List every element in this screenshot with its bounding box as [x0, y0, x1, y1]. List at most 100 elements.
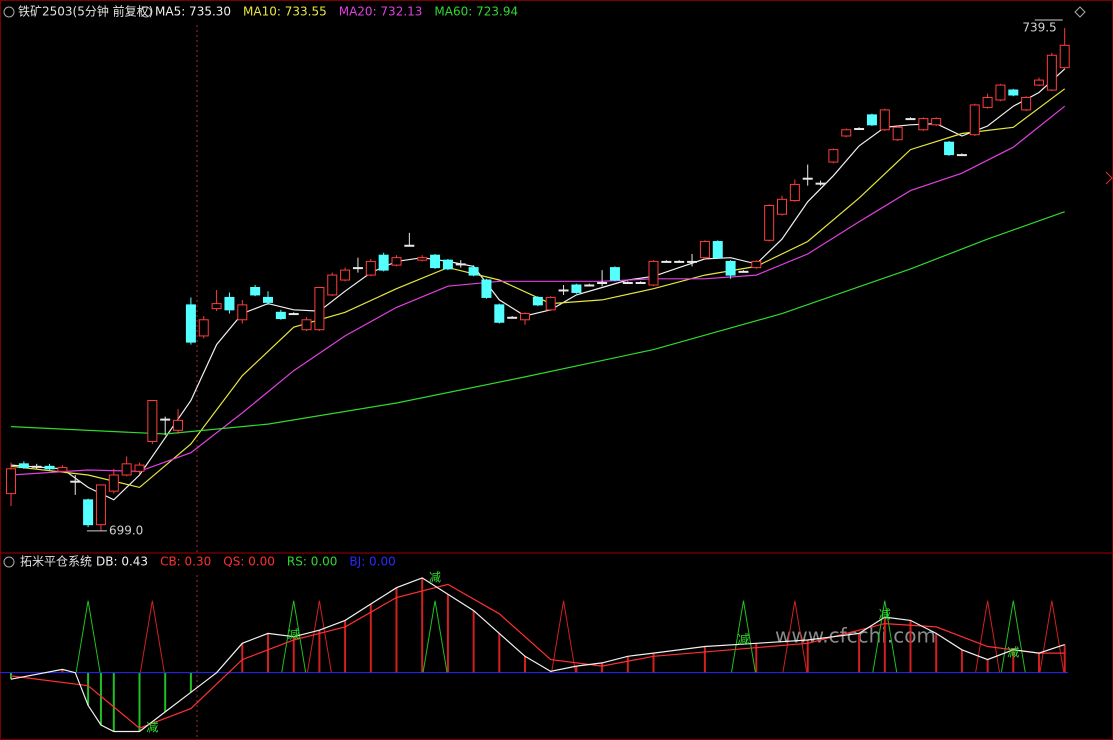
candle-body	[173, 419, 184, 431]
candle-body	[1021, 96, 1032, 111]
candle-body	[969, 104, 980, 136]
candle-body	[211, 303, 222, 310]
ma-line	[10, 577, 1065, 733]
candle-body	[609, 267, 620, 281]
candle-body	[905, 118, 916, 121]
candle-body	[622, 282, 633, 285]
candle-body	[828, 149, 839, 163]
signal-spike	[730, 600, 756, 673]
candle-body	[70, 480, 81, 483]
candle-body	[789, 183, 800, 202]
legend-entry: DB: 0.43	[96, 555, 148, 569]
candle-body	[751, 260, 762, 269]
candle-body	[301, 319, 312, 331]
candle-body	[442, 259, 453, 270]
candle-body	[237, 304, 248, 321]
candle-body	[250, 286, 261, 296]
marker-label: 减	[1007, 646, 1019, 660]
candle-body	[160, 418, 171, 421]
chart-title: 铁矿2503(5分钟 前复权)	[18, 4, 153, 19]
candle-body	[263, 296, 273, 303]
high-label: 739.5	[1022, 20, 1056, 34]
candle-body	[802, 177, 813, 180]
candle-body	[83, 499, 94, 526]
candle-body	[661, 260, 672, 263]
candle-body	[712, 241, 723, 259]
ma-line	[10, 105, 1066, 476]
legend-entry: MA60: 723.94	[434, 5, 518, 19]
candle-body	[815, 182, 826, 185]
marker-label: 减	[288, 627, 300, 641]
signal-spike	[872, 600, 898, 673]
candle-body	[378, 254, 389, 271]
legend-entry: MA20: 732.13	[339, 5, 423, 19]
candle-body	[725, 260, 736, 276]
candle-body	[185, 304, 196, 343]
candle-body	[1008, 89, 1019, 96]
signal-spike	[306, 600, 332, 673]
marker-label: 减	[146, 721, 158, 735]
legend-entry: RS: 0.00	[287, 555, 338, 569]
candle-body	[571, 284, 582, 293]
menu-icon[interactable]	[3, 556, 15, 568]
legend-entry: CB: 0.30	[160, 555, 211, 569]
candle-body	[468, 267, 479, 276]
candle-body	[982, 96, 993, 108]
signal-spike	[782, 600, 808, 673]
candle-body	[288, 313, 299, 316]
signal-spike	[422, 600, 448, 673]
candle-body	[892, 126, 903, 141]
candle-body	[275, 311, 286, 320]
candle-body	[404, 244, 415, 247]
ma-line	[10, 211, 1065, 435]
legend-entry: QS: 0.00	[223, 555, 275, 569]
legend-entry: MA5: 735.30	[155, 5, 231, 19]
candle-body	[18, 463, 29, 469]
candle-body	[532, 296, 543, 306]
menu-icon[interactable]	[3, 6, 15, 18]
candle-body	[455, 263, 466, 266]
candle-body	[648, 260, 659, 286]
candle-body	[520, 313, 530, 321]
candle-body	[121, 463, 132, 476]
candle-body	[44, 465, 55, 470]
candle-body	[391, 257, 402, 266]
diamond-icon	[1074, 6, 1086, 18]
candle-body	[545, 296, 556, 311]
legend-entry: MA10: 733.55	[243, 5, 327, 19]
candle-body	[507, 316, 518, 319]
signal-spike	[975, 600, 1001, 673]
candle-body	[879, 109, 890, 131]
signal-spike	[1039, 600, 1065, 673]
candle-body	[134, 464, 145, 472]
candle-body	[597, 282, 608, 285]
candle-body	[854, 128, 865, 131]
signal-spike	[551, 600, 577, 673]
candle-body	[6, 468, 16, 495]
candle-body	[430, 254, 441, 269]
candle-body	[918, 118, 929, 131]
menu-icon[interactable]	[140, 6, 152, 18]
ma-line	[10, 583, 1065, 729]
candle-body	[57, 467, 68, 472]
candle-body	[558, 289, 569, 292]
candle-body	[1046, 54, 1057, 91]
signal-spike	[139, 600, 165, 673]
candle-body	[95, 484, 106, 526]
candle-body	[635, 282, 646, 285]
marker-label: 减	[737, 632, 749, 646]
candle-body	[340, 269, 351, 281]
candle-body	[481, 279, 492, 298]
candle-body	[417, 257, 428, 261]
candle-body	[995, 84, 1006, 101]
candle-body	[674, 260, 685, 263]
indicator-title: 拓米平仓系统	[20, 555, 92, 569]
candle-body	[841, 129, 852, 137]
marker-label: 减	[429, 570, 441, 584]
candle-body	[944, 141, 955, 156]
candle-body	[327, 274, 338, 296]
arrow-icon	[1105, 171, 1113, 185]
marker-label: 减	[879, 608, 891, 622]
